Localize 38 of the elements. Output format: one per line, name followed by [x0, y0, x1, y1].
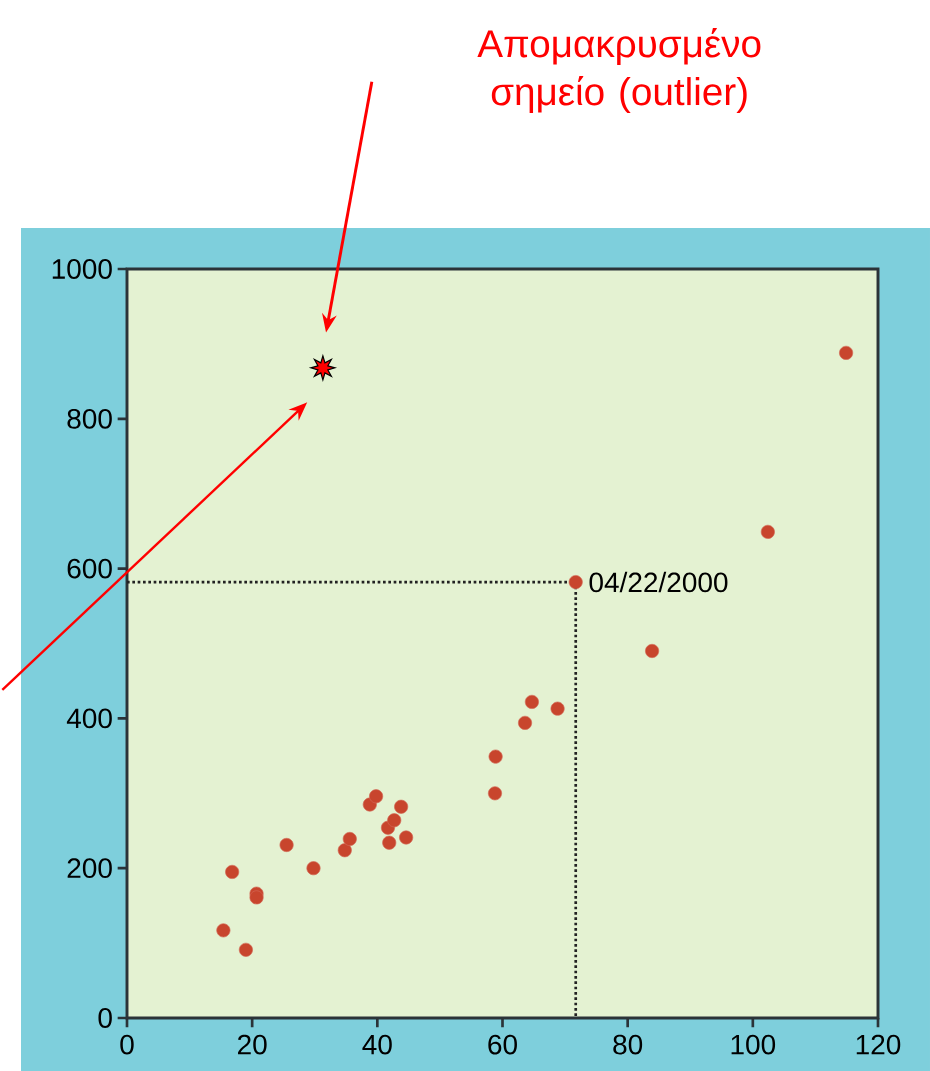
point	[839, 345, 854, 360]
x-tick-label: 100	[731, 1034, 776, 1055]
point	[568, 575, 583, 590]
point	[306, 861, 321, 876]
point	[394, 799, 409, 814]
point	[216, 923, 231, 938]
y-tick-label: 800	[67, 408, 112, 429]
y-tick-label: 400	[66, 708, 112, 729]
y-tick-label: 600	[67, 558, 112, 579]
point	[369, 789, 384, 804]
x-tick-label: 80	[613, 1034, 643, 1055]
point	[342, 831, 357, 846]
text: Απομακρυσμένο σημείο (outlier)	[477, 27, 761, 114]
annotation: 04/22/2000	[589, 571, 728, 593]
x-tick-label: 0	[120, 1034, 134, 1055]
point	[337, 843, 352, 858]
point	[645, 643, 660, 658]
point	[249, 890, 264, 905]
x-tick-label: 120	[856, 1034, 901, 1055]
point	[488, 749, 503, 764]
y-tick-label: 0	[98, 1008, 112, 1028]
point	[550, 701, 565, 716]
x-tick-label: 20	[237, 1034, 267, 1055]
point	[310, 355, 336, 381]
y-tick-label: 1000	[52, 259, 112, 279]
point	[225, 864, 240, 879]
point	[399, 830, 414, 845]
point	[238, 942, 253, 957]
point	[279, 837, 294, 852]
y-tick-label: 200	[67, 858, 112, 879]
point	[487, 786, 502, 801]
x-tick-label: 60	[488, 1034, 517, 1055]
point	[760, 524, 775, 539]
x-tick-label: 40	[362, 1034, 392, 1055]
point	[382, 835, 397, 850]
point	[387, 813, 402, 828]
point	[518, 715, 533, 730]
point	[524, 694, 539, 709]
